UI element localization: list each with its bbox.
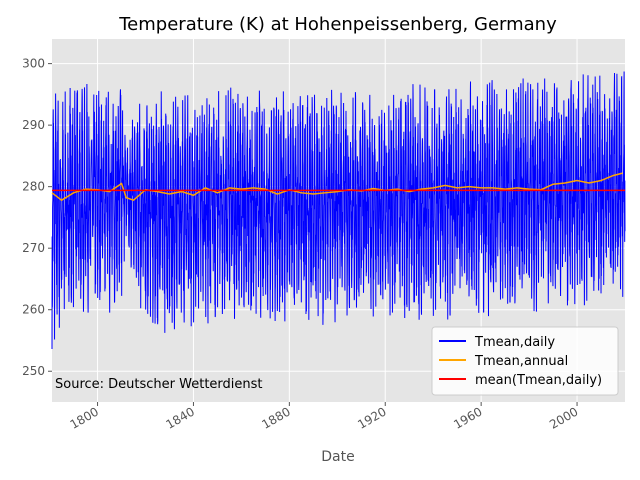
series-line-daily — [51, 71, 626, 350]
legend: Tmean,daily Tmean,annual mean(Tmean,daily) — [431, 326, 619, 396]
y-tick-label: 280 — [22, 180, 45, 194]
x-axis-label: Date — [321, 449, 354, 465]
x-tick-label: 1920 — [355, 404, 388, 431]
y-tick-label: 270 — [22, 241, 45, 255]
chart-title: Temperature (K) at Hohenpeissenberg, Ger… — [118, 14, 557, 35]
y-axis: 250 260 270 280 290 300 — [22, 57, 52, 378]
y-tick-label: 290 — [22, 118, 45, 132]
x-axis: 1800 1840 1880 1920 1960 2000 — [68, 402, 581, 432]
legend-label: Tmean,daily — [474, 335, 555, 350]
series-line-annual — [51, 172, 623, 202]
x-tick-label: 1960 — [451, 404, 484, 431]
legend-label: Tmean,annual — [474, 354, 568, 369]
legend-label: mean(Tmean,daily) — [475, 373, 602, 388]
source-annotation: Source: Deutscher Wetterdienst — [55, 377, 263, 392]
y-tick-label: 260 — [22, 303, 45, 317]
y-tick-label: 250 — [22, 364, 45, 378]
y-tick-label: 300 — [22, 57, 45, 71]
plot-content — [51, 71, 626, 350]
legend-box — [431, 326, 619, 396]
x-tick-label: 2000 — [547, 404, 580, 431]
x-tick-label: 1880 — [259, 404, 292, 431]
x-tick-label: 1800 — [68, 404, 101, 431]
x-tick-label: 1840 — [163, 404, 196, 431]
